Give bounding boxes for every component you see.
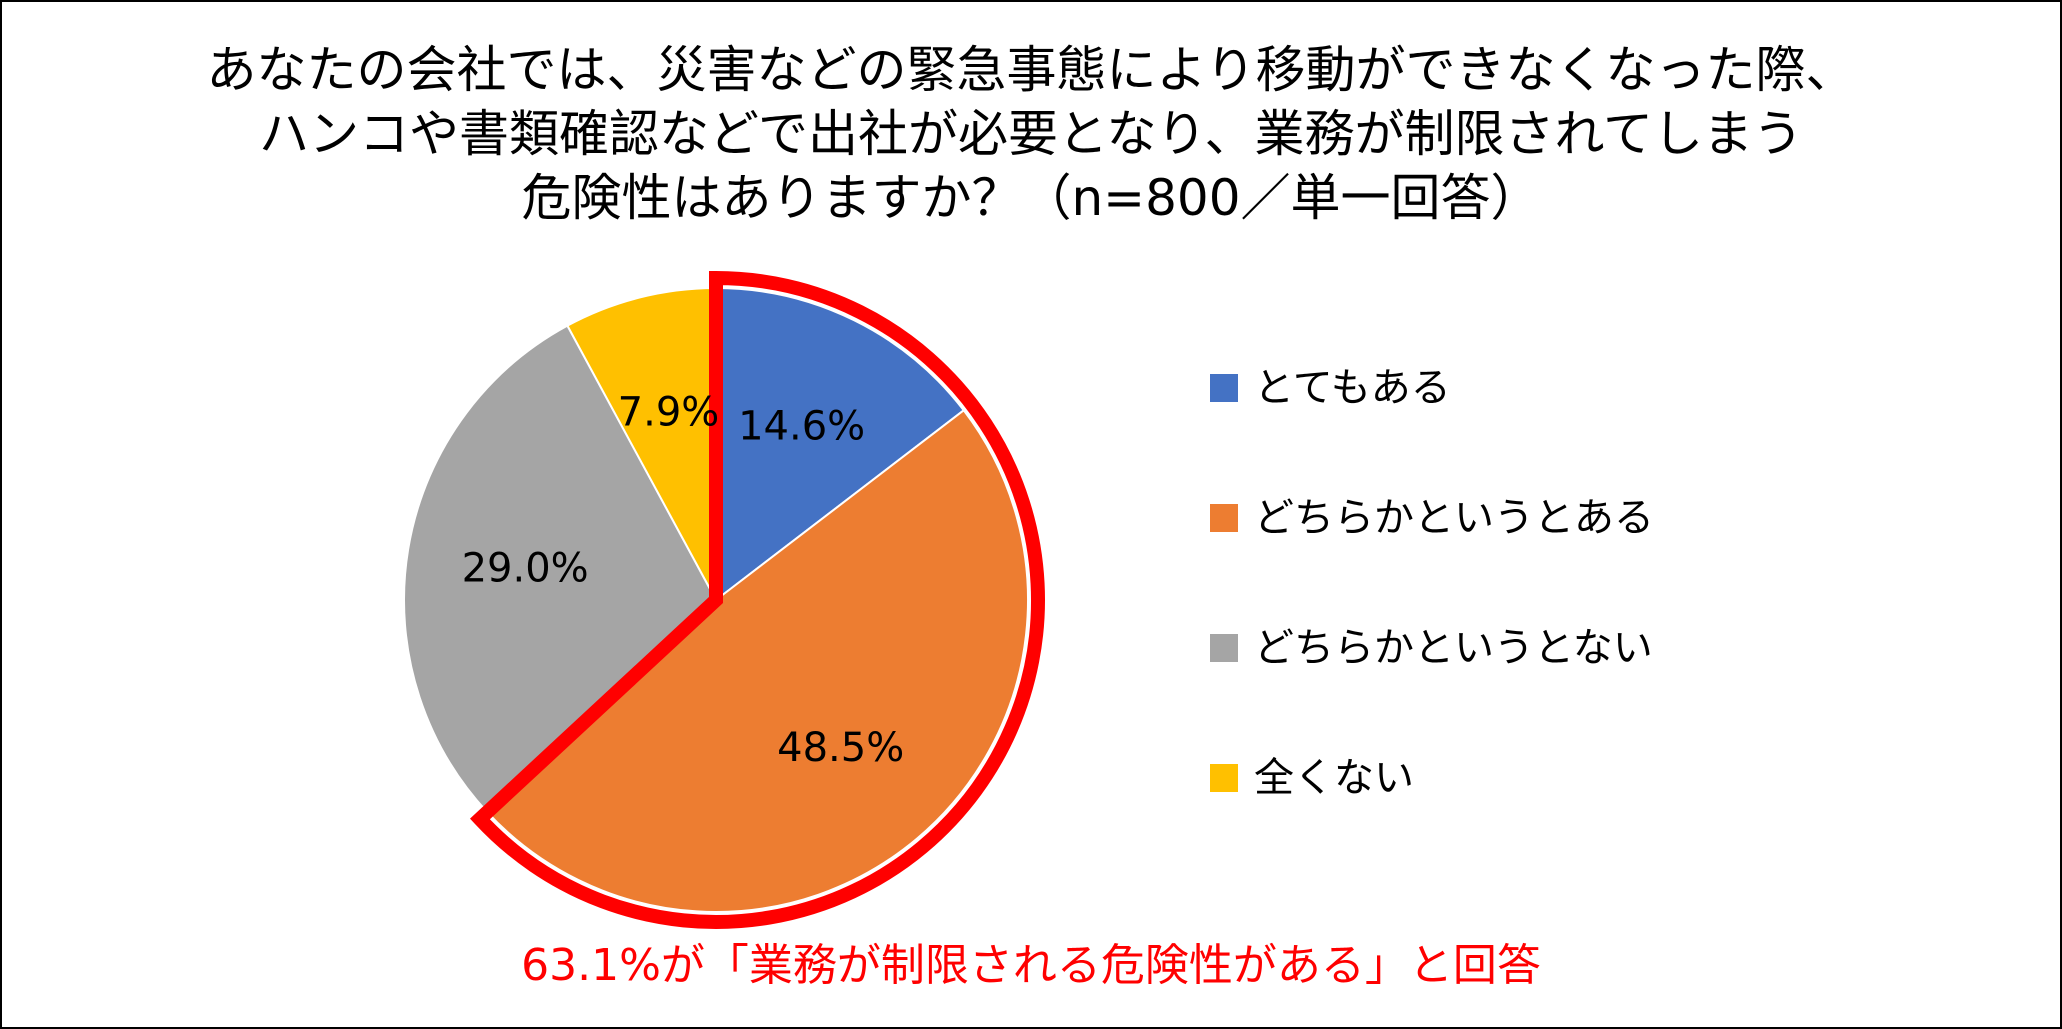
chart-title: あなたの会社では、災害などの緊急事態により移動ができなくなった際、 ハンコや書類…: [0, 38, 2062, 230]
title-line-1: あなたの会社では、災害などの緊急事態により移動ができなくなった際、: [206, 41, 1856, 99]
legend-swatch: [1210, 764, 1238, 792]
pie-slice-4: [566, 286, 717, 601]
pie-slice-1: [715, 286, 966, 603]
legend-label: どちらかというとない: [1254, 625, 1653, 671]
legend-item-dochiraka-nai: どちらかというとない: [1210, 622, 1653, 674]
legend-item-mattaku-nai: 全くない: [1210, 752, 1414, 804]
highlight-outline: [469, 270, 1045, 929]
legend-label: どちらかというとある: [1254, 495, 1654, 541]
legend-label: 全くない: [1254, 755, 1414, 801]
legend-item-dochiraka-aru: どちらかというとある: [1210, 492, 1654, 544]
pie-slice-2: [485, 408, 1029, 913]
legend-item-totemo-aru: とてもある: [1210, 362, 1451, 414]
data-label-3: 29.0%: [462, 546, 589, 592]
legend-swatch: [1210, 374, 1238, 402]
legend-swatch: [1210, 634, 1238, 662]
data-label-1: 14.6%: [738, 404, 865, 450]
data-label-2: 48.5%: [777, 725, 904, 771]
pie-slice-3: [403, 324, 718, 814]
data-label-4: 7.9%: [618, 389, 720, 435]
title-line-3: 危険性はありますか？（n=800／単一回答）: [521, 169, 1541, 227]
legend-label: とてもある: [1254, 365, 1451, 411]
legend-swatch: [1210, 504, 1238, 532]
summary-footnote: 63.1%が「業務が制限される危険性がある」と回答: [521, 940, 1541, 991]
title-line-2: ハンコや書類確認などで出社が必要となり、業務が制限されてしまう: [259, 105, 1803, 163]
